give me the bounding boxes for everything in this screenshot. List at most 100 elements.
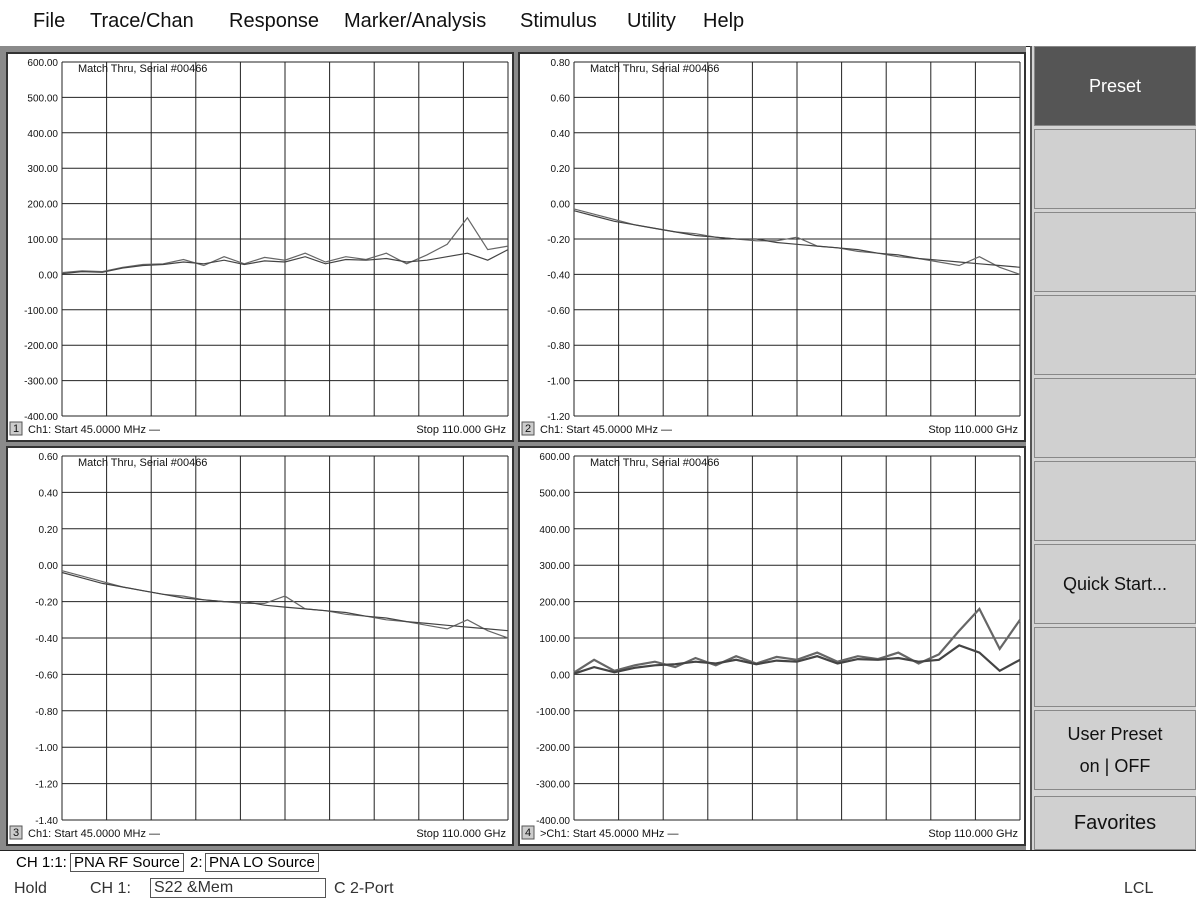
y-tick-label: 100.00 [27,235,58,246]
y-tick-label: 100.00 [539,634,570,645]
trace-window-4[interactable]: 600.00 500.00 400.00 300.00 200.00 100.00 0.00… [518,446,1026,846]
blank-softkey-4[interactable] [1034,378,1196,458]
y-tick-label: 500.00 [27,93,58,104]
y-tick-label: -300.00 [536,780,570,791]
rf-source-label[interactable]: PNA RF Source [70,853,184,872]
y-tick-label: 0.20 [551,164,571,175]
y-tick-label: 200.00 [539,598,570,609]
y-tick-label: -1.20 [547,412,570,423]
y-tick-label: 500.00 [539,488,570,499]
window-number: 1 [13,423,19,435]
window-number-badge [9,825,23,840]
window-number-badge [9,421,23,436]
y-tick-label: -1.00 [547,377,570,388]
y-tick-label: -0.40 [35,634,58,645]
blank-softkey-2[interactable] [1034,212,1196,292]
trace-line-2 [61,249,509,275]
window-number-badge [521,421,535,436]
y-tick-label: 0.00 [39,270,59,281]
blank-softkey-5[interactable] [1034,461,1196,541]
lo-prefix-label: 2: [190,854,203,871]
menu-response[interactable]: Response [229,10,320,32]
y-tick-label: -100.00 [536,707,570,718]
y-tick-label: -0.60 [547,306,570,317]
trace-title: Match Thru, Serial #00466 [590,457,719,469]
menu-file[interactable]: File [33,10,66,32]
window-number: 2 [525,423,531,435]
trace-title: Match Thru, Serial #00466 [590,63,719,75]
y-tick-label: -0.80 [547,341,570,352]
trace-title: Match Thru, Serial #00466 [78,457,207,469]
y-tick-label: 0.40 [551,129,571,140]
blank-softkey-6[interactable] [1034,627,1196,707]
menu-utility[interactable]: Utility [627,10,676,32]
source-status-bar: CH 1:1: PNA RF Source 2: PNA LO Source [0,850,1196,875]
y-tick-label: -0.20 [547,235,570,246]
y-tick-label: -400.00 [24,412,58,423]
trace-line-1 [61,216,509,274]
window-number-badge [521,825,535,840]
measurement-status[interactable]: S22 &Mem [150,878,326,898]
y-tick-label: 400.00 [27,129,58,140]
y-tick-label: 0.40 [39,488,59,499]
y-tick-label: 300.00 [539,561,570,572]
channel-status: CH 1: [90,880,131,897]
y-tick-label: 200.00 [27,200,58,211]
trace-window-3[interactable]: 0.60 0.40 0.20 0.00 -0.20 -0.40 -0.60 -0.80 -1.0… [6,446,514,846]
channel-label: CH 1:1: [16,854,67,871]
menu-marker-analysis[interactable]: Marker/Analysis [344,10,487,32]
lcl-status: LCL [1124,880,1154,897]
y-tick-label: -0.40 [547,270,570,281]
y-tick-label: -100.00 [24,306,58,317]
y-tick-label: -400.00 [536,816,570,827]
trace-window-2[interactable]: 0.80 0.60 0.40 0.20 0.00 -0.20 -0.40 -0.60 -0.80… [518,52,1026,442]
stop-frequency-label: Stop 110.000 GHz [928,828,1018,840]
menu-stimulus[interactable]: Stimulus [520,10,597,32]
y-tick-label: 400.00 [539,525,570,536]
window-number: 4 [525,827,531,839]
y-tick-label: 0.00 [551,200,571,211]
menu-help[interactable]: Help [703,10,745,32]
y-tick-label: 600.00 [27,58,58,69]
stop-frequency-label: Stop 110.000 GHz [928,424,1018,436]
stop-frequency-label: Stop 110.000 GHz [416,828,506,840]
menu-bar: File Trace/Chan Response Marker/Analysis… [0,0,1196,47]
y-tick-label: 0.60 [551,93,571,104]
y-tick-label: 300.00 [27,164,58,175]
plot-area: 600.00 500.00 400.00 300.00 200.00 100.00 0.00… [0,46,1026,850]
trace-title: Match Thru, Serial #00466 [78,63,207,75]
y-tick-label: -1.40 [35,816,58,827]
start-frequency-label: Ch1: Start 45.0000 MHz — [540,424,672,436]
start-frequency-label: >Ch1: Start 45.0000 MHz — [540,828,678,840]
trace-line-2 [573,644,1021,675]
y-tick-label: 0.80 [551,58,571,69]
y-tick-label: -0.60 [35,670,58,681]
y-tick-label: -1.00 [35,743,58,754]
trace-line-2 [61,571,509,632]
trace-window-1[interactable]: 600.00 500.00 400.00 300.00 200.00 100.00 0.00… [6,52,514,442]
favorites-softkey[interactable]: Favorites [1034,796,1196,850]
user-preset-softkey[interactable]: User Preset on | OFF [1034,710,1196,790]
blank-softkey-1[interactable] [1034,129,1196,209]
stop-frequency-label: Stop 110.000 GHz [416,424,506,436]
status-bar: Hold CH 1: S22 &Mem C 2-Port LCL [0,876,1196,902]
y-tick-label: -300.00 [24,377,58,388]
preset-softkey[interactable]: Preset [1034,46,1196,126]
window-number: 3 [13,827,19,839]
start-frequency-label: Ch1: Start 45.0000 MHz — [28,828,160,840]
y-tick-label: 0.00 [39,561,59,572]
y-tick-label: -1.20 [35,780,58,791]
calibration-status: C 2-Port [334,880,394,897]
softkey-panel: Preset Quick Start... User Preset on | O… [1030,46,1196,850]
trace-line-1 [573,606,1021,674]
y-tick-label: -0.80 [35,707,58,718]
blank-softkey-3[interactable] [1034,295,1196,375]
menu-trace-chan[interactable]: Trace/Chan [90,10,194,32]
y-tick-label: 0.20 [39,525,59,536]
y-tick-label: 0.60 [39,452,59,463]
y-tick-label: -200.00 [536,743,570,754]
lo-source-label[interactable]: PNA LO Source [205,853,319,872]
y-tick-label: 0.00 [551,670,571,681]
hold-status: Hold [14,880,47,897]
quick-start-softkey[interactable]: Quick Start... [1034,544,1196,624]
